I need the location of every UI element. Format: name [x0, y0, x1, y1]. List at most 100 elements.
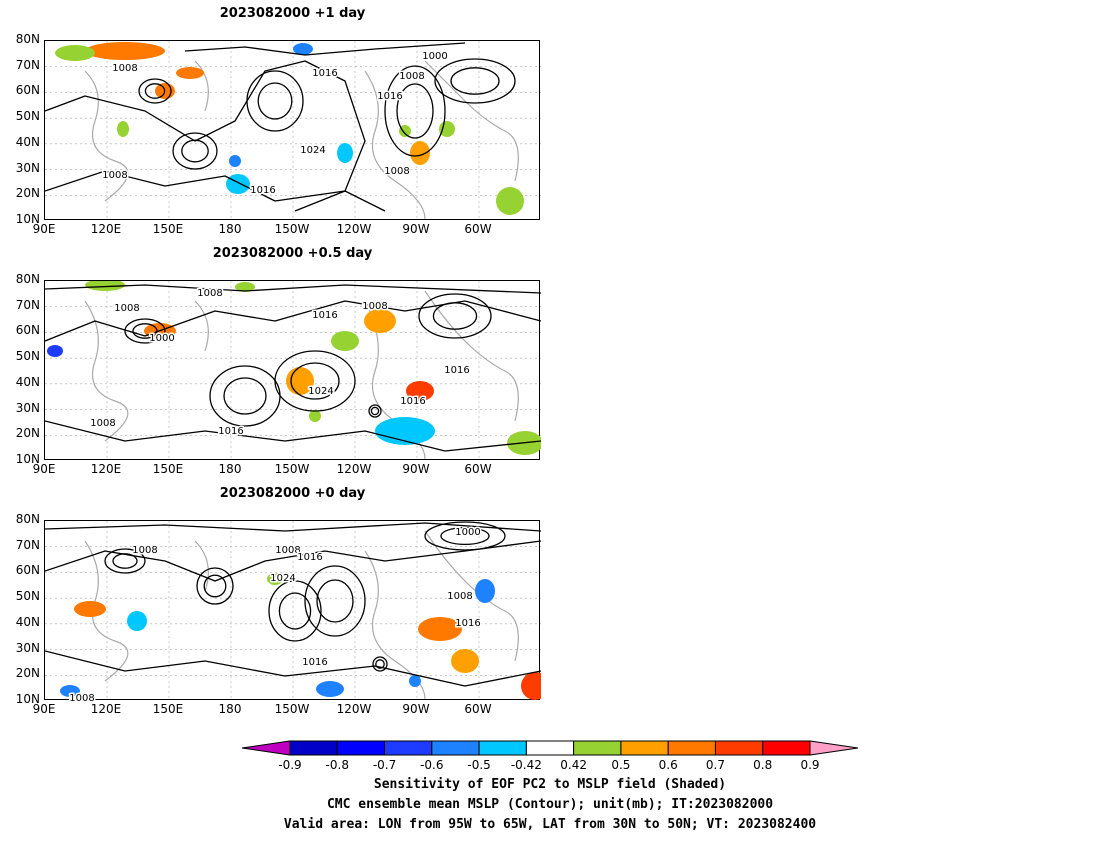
coastline	[84, 60, 519, 220]
lon-tick-label: 90E	[32, 462, 56, 476]
sensitivity-shading	[293, 43, 313, 55]
sensitivity-shading	[418, 617, 462, 641]
mslp-contour	[203, 574, 227, 598]
lat-tick-label: 80N	[15, 512, 40, 526]
lat-tick-label: 40N	[15, 614, 40, 629]
contour-label: 1024	[300, 145, 325, 156]
mslp-contour	[372, 656, 388, 672]
sensitivity-shading	[409, 675, 421, 687]
lon-tick-label: 120E	[90, 222, 122, 236]
colorbar-tick-label: 0.42	[560, 758, 587, 772]
contour-label: 1016	[312, 310, 337, 321]
colorbar-tick-label: 0.8	[753, 758, 773, 772]
sensitivity-shading	[226, 174, 250, 194]
mslp-contour	[316, 579, 354, 623]
lon-tick-label: 60W	[464, 702, 492, 716]
mslp-contour	[290, 362, 340, 400]
mslp-contour	[45, 60, 366, 212]
contour-label: 1016	[312, 68, 337, 79]
mslp-contour	[104, 548, 146, 574]
colorbar-min-arrow	[241, 740, 291, 756]
mslp-contour	[45, 650, 541, 687]
colorbar	[241, 740, 859, 756]
colorbar-swatch	[573, 740, 622, 756]
contour-label: 1008	[362, 301, 387, 312]
contour-label: 1024	[270, 573, 295, 584]
contour-label: 1008	[384, 166, 409, 177]
sensitivity-shading	[316, 681, 344, 697]
contour-map: 1008 1016 1000 1008 1016 1024 1008 1008 1016	[45, 41, 541, 221]
panel-title: 2023082000 +0.5 day	[212, 246, 373, 261]
sensitivity-shading	[60, 685, 80, 697]
contour-label: 1016	[400, 396, 425, 407]
map-frame: 1008 1016 1000 1008 1016 1024 1008 1008 1016	[44, 40, 541, 221]
lon-tick-label: 180	[218, 702, 242, 716]
mslp-contour	[257, 82, 293, 120]
lat-tick-label: 40N	[15, 134, 40, 149]
lat-tick-label: 20N	[15, 666, 40, 681]
lon-tick-label: 120W	[336, 222, 372, 236]
lon-tick-label: 90E	[32, 702, 56, 716]
colorbar-tick-label: 0.5	[611, 758, 631, 772]
lon-tick-label: 150E	[152, 702, 184, 716]
mslp-contour	[45, 170, 386, 212]
lon-tick-label: 90W	[402, 222, 430, 236]
lat-tick-label: 30N	[15, 160, 40, 175]
colorbar-tick-label: -0.8	[325, 758, 349, 772]
contour-label: 1016	[455, 618, 480, 629]
colorbar-swatch	[667, 740, 716, 756]
colorbar-tick-label: 0.6	[658, 758, 678, 772]
lat-tick-label: 70N	[15, 57, 40, 72]
mslp-contour	[181, 139, 209, 163]
lon-tick-label: 180	[218, 462, 242, 476]
sensitivity-shading	[267, 573, 283, 585]
caption-line-2: CMC ensemble mean MSLP (Contour); unit(m…	[326, 797, 774, 812]
coastline	[84, 530, 519, 700]
sensitivity-shading	[406, 381, 434, 401]
lat-tick-label: 70N	[15, 537, 40, 552]
lon-tick-label: 150E	[152, 462, 184, 476]
mslp-contour	[384, 65, 446, 157]
colorbar-tick-label: -0.9	[278, 758, 302, 772]
mslp-contour	[45, 420, 541, 452]
contour-label: 1008	[447, 591, 472, 602]
sensitivity-shading	[410, 141, 430, 165]
sensitivity-shading	[399, 125, 411, 137]
sensitivity-shading	[375, 417, 435, 445]
mslp-contour	[223, 377, 267, 415]
map-frame: 1008 1008 1016 1024 1000 1008 1016 1016 1008	[44, 520, 541, 701]
contour-label: 1008	[275, 545, 300, 556]
mslp-contour	[418, 293, 492, 339]
lat-tick-label: 50N	[15, 589, 40, 604]
contour-label: 1000	[149, 333, 174, 344]
mslp-contour	[124, 318, 166, 344]
contour-label: 1008	[69, 693, 94, 701]
mslp-contour	[424, 521, 506, 551]
colorbar-tick-label: -0.42	[510, 758, 542, 772]
contour-label: 1000	[422, 51, 447, 62]
mslp-contour	[138, 78, 172, 104]
sensitivity-shading	[229, 155, 241, 167]
colorbar-max-arrow	[809, 740, 859, 756]
lon-tick-label: 120E	[90, 702, 122, 716]
mslp-contour	[368, 404, 382, 418]
colorbar-swatch	[384, 740, 433, 756]
lat-tick-label: 60N	[15, 83, 40, 98]
contour-label: 1008	[197, 288, 222, 299]
lon-tick-label: 150E	[152, 222, 184, 236]
contour-label: 1016	[302, 657, 327, 668]
mslp-contour	[434, 58, 516, 104]
colorbar-swatch	[336, 740, 386, 756]
contour-label: 1016	[297, 552, 322, 563]
sensitivity-shading	[451, 649, 479, 673]
lat-tick-label: 20N	[15, 186, 40, 201]
contour-map: 1008 1008 1000 1008 1016 1024 1016 1016 1008 1016	[45, 281, 541, 461]
mslp-contour	[440, 526, 490, 546]
contour-label: 1016	[218, 426, 243, 437]
panel-title: 2023082000 +1 day	[219, 6, 366, 21]
colorbar-swatch	[762, 740, 811, 756]
contour-label: 1016	[377, 91, 402, 102]
sensitivity-shading	[117, 121, 129, 137]
lat-tick-label: 10N	[15, 212, 40, 226]
